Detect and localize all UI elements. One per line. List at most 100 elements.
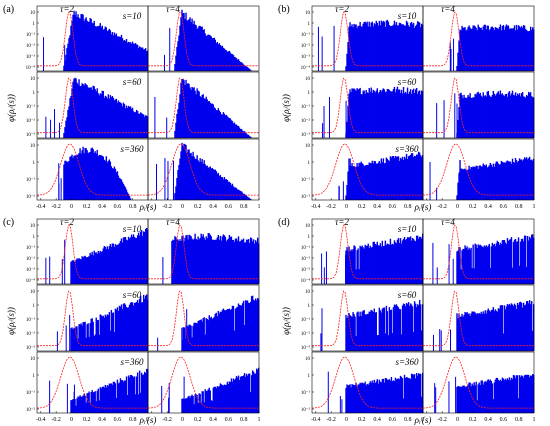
histogram-bar [99, 387, 101, 413]
histogram-bar [80, 153, 82, 200]
histogram-bar [361, 94, 363, 138]
histogram-bar [92, 392, 94, 413]
histogram-bar [466, 170, 468, 200]
row-label: s=10 [398, 224, 417, 234]
histogram-bar [94, 334, 96, 351]
histogram-bar [80, 323, 82, 351]
histogram-bar [386, 311, 389, 351]
histogram-bar [145, 115, 148, 138]
x-tick-label: 0.4 [98, 204, 106, 210]
subplot-frame [422, 138, 535, 201]
histogram-bar [190, 236, 192, 284]
histogram-bar [199, 158, 201, 200]
histogram-bar [69, 98, 71, 138]
histogram-bar [474, 26, 476, 71]
histogram-bar [369, 311, 371, 351]
histogram-bar [132, 111, 135, 138]
histogram-bar [109, 161, 112, 200]
histogram-bar [212, 239, 214, 284]
histogram-bar [485, 245, 487, 284]
histogram-bar [528, 92, 531, 138]
histogram-bar [364, 93, 366, 138]
histogram-bar [516, 241, 519, 284]
histogram-bar [481, 246, 483, 284]
row-label: s=10 [123, 224, 142, 234]
histogram-bar [518, 375, 521, 413]
histogram-bar [387, 244, 390, 284]
histogram-bar [109, 330, 112, 351]
histogram-bar [501, 161, 504, 200]
histogram-bar [382, 246, 385, 284]
histogram-bar [167, 161, 169, 200]
histogram-bar [529, 159, 532, 200]
histogram-bar [377, 383, 379, 413]
histogram-bar [209, 166, 211, 200]
histogram-bar [129, 106, 132, 138]
histogram-bar [490, 26, 493, 71]
histogram-bar [249, 301, 252, 351]
histogram-bar [372, 163, 374, 200]
histogram-bar [393, 158, 396, 200]
reference-curve [37, 143, 148, 196]
histogram-bar [107, 160, 110, 200]
histogram-bar [393, 86, 396, 138]
histogram-bar [103, 245, 106, 284]
histogram-bar [223, 48, 226, 71]
histogram-bar [416, 375, 419, 413]
histogram-bar [209, 102, 211, 138]
histogram-bar [236, 377, 239, 413]
histogram-bar [205, 96, 207, 138]
histogram-bar [121, 38, 124, 71]
histogram-bar [532, 304, 535, 351]
subplot-r2-c1 [147, 351, 260, 414]
histogram-bar [408, 306, 411, 351]
y-tick-label: 10 [305, 357, 311, 362]
histogram-bar [114, 168, 117, 200]
histogram-bar [531, 330, 534, 351]
histogram-bar [86, 150, 88, 200]
histogram-bar [101, 90, 103, 138]
histogram-bar [184, 262, 186, 284]
histogram-bar [525, 375, 528, 413]
histogram-bar [241, 303, 244, 351]
y-tick-label: 10 [305, 11, 311, 16]
histogram-bar [499, 379, 502, 413]
histogram-bar [136, 44, 139, 71]
histogram-bar [228, 50, 231, 71]
histogram-bar [79, 86, 81, 138]
y-tick-label: 10⁻¹ [301, 104, 311, 110]
histogram-bar [54, 109, 56, 138]
histogram-bar [168, 382, 170, 413]
panel-label: (d) [278, 217, 290, 228]
subplot-frame [422, 284, 535, 352]
histogram-bar [530, 301, 533, 351]
histogram-bar [494, 379, 497, 413]
histogram-bar [254, 298, 257, 351]
histogram-bar [484, 246, 486, 284]
histogram-bar [121, 181, 124, 200]
histogram-bar [494, 163, 497, 200]
histogram-bar [132, 43, 135, 71]
histogram-bar [128, 195, 131, 200]
histogram-bar [143, 371, 146, 413]
reference-curve [423, 143, 534, 196]
histogram-bar [363, 310, 365, 351]
histogram-bar [75, 260, 77, 284]
histogram-bar [385, 157, 388, 200]
histogram-bar [85, 257, 87, 284]
histogram-bar [402, 87, 405, 138]
histogram-bar [143, 116, 146, 138]
panel-2 [36, 218, 260, 414]
histogram-bar [363, 166, 365, 200]
histogram-bar [114, 383, 117, 413]
histogram-bar [75, 155, 77, 200]
histogram-bar [248, 373, 251, 413]
histogram-bar [472, 311, 474, 351]
histogram-bar [515, 96, 518, 138]
histogram-bar [524, 235, 527, 284]
histogram-bar [359, 245, 361, 284]
histogram-bar [328, 97, 330, 138]
histogram-bar [203, 29, 205, 71]
histogram-bar [126, 107, 129, 138]
histogram-bar [101, 155, 103, 200]
